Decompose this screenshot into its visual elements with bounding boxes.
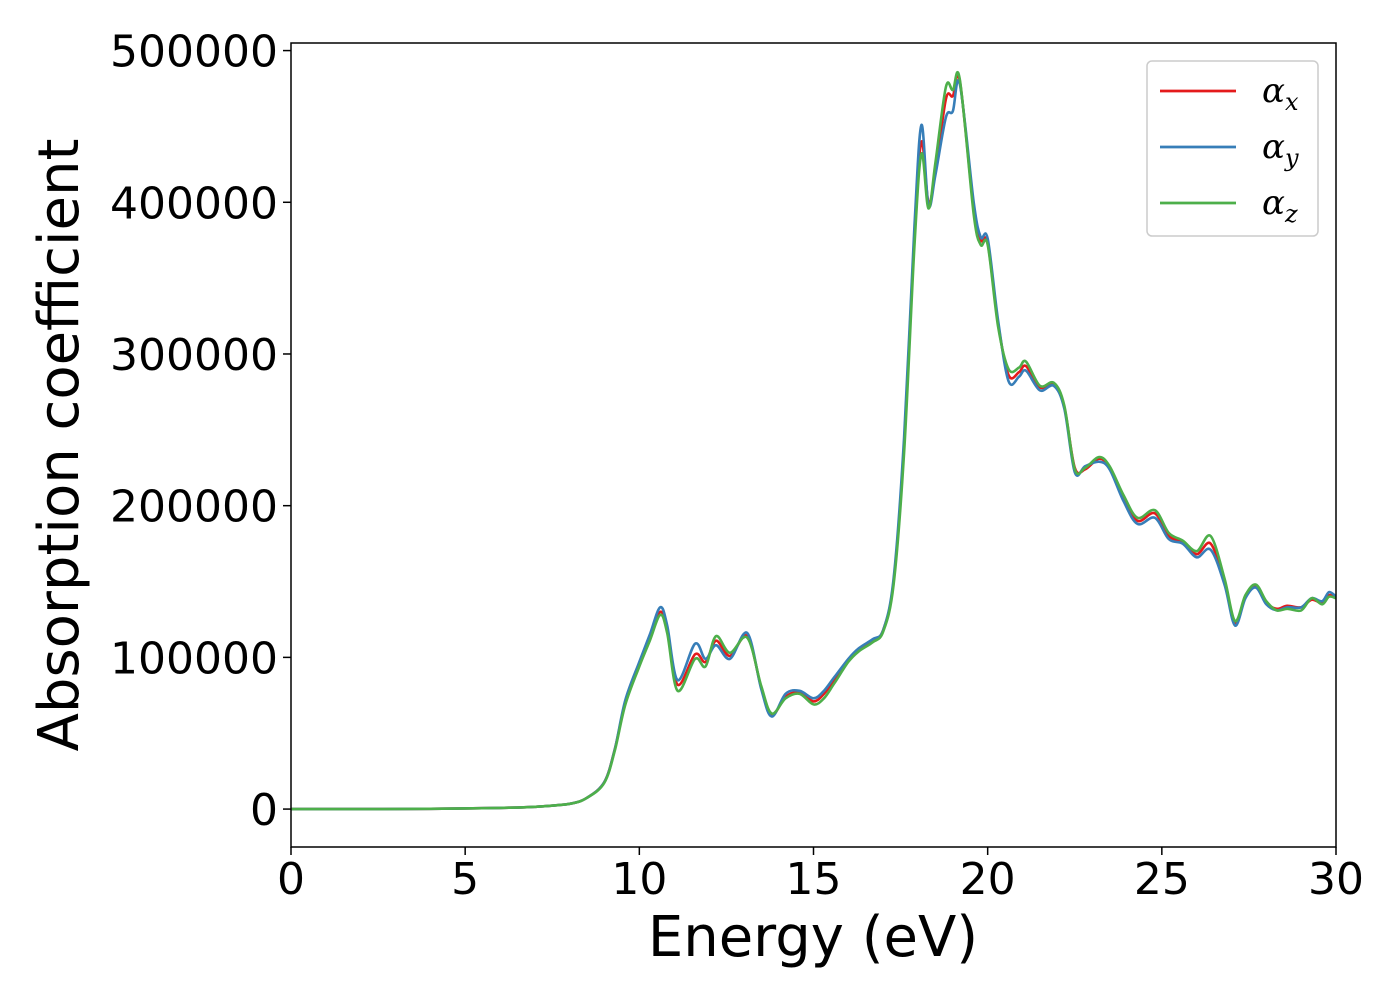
legend: αx αy αz (1146, 60, 1319, 237)
x-tick-label: 30 (1308, 854, 1364, 905)
y-tick-label: 200000 (110, 482, 278, 533)
x-tick-label: 15 (786, 854, 842, 905)
x-tick-label: 10 (611, 854, 667, 905)
y-tick-label: 300000 (110, 330, 278, 381)
x-axis-title: Energy (eV) (648, 905, 978, 970)
series-layer (291, 70, 1336, 811)
y-axis: 0 100000 200000 300000 400000 500000 (110, 27, 291, 836)
y-tick-label: 500000 (110, 27, 278, 78)
legend-label-x: αx (1262, 71, 1299, 116)
legend-box (1146, 60, 1319, 237)
x-axis: 0 5 10 15 20 25 30 (277, 847, 1364, 905)
y-tick-label: 400000 (110, 178, 278, 229)
legend-label-y: αy (1262, 127, 1299, 172)
x-tick-label: 0 (277, 854, 305, 905)
y-tick-label: 100000 (110, 633, 278, 684)
x-tick-label: 20 (960, 854, 1016, 905)
series-line-z (291, 70, 1336, 811)
y-axis-title: Absorption coefficient (27, 139, 92, 752)
legend-label-z: αz (1262, 183, 1298, 228)
x-tick-label: 5 (451, 854, 479, 905)
x-tick-label: 25 (1134, 854, 1190, 905)
y-tick-label: 0 (250, 785, 278, 836)
